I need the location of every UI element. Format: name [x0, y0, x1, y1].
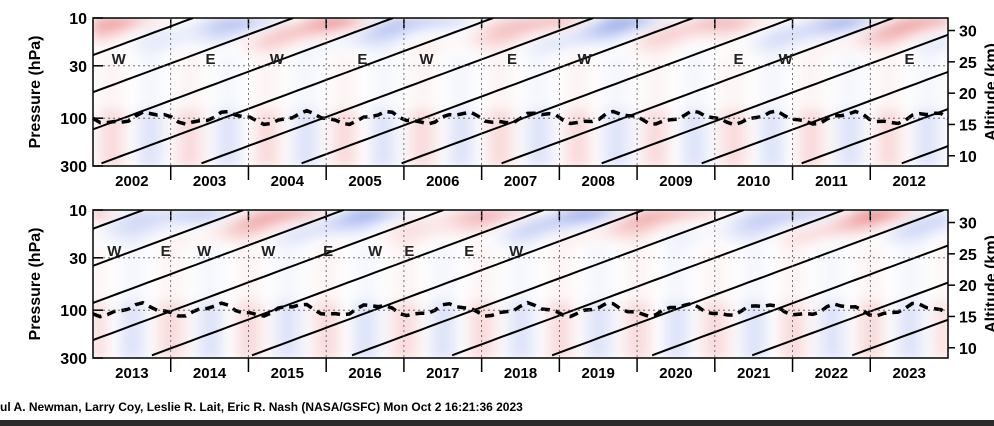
westerly-label: W [197, 243, 212, 260]
year-label: 2018 [504, 365, 537, 382]
year-label: 2003 [193, 173, 226, 190]
tropopause-line [92, 108, 949, 127]
zero-wind-contour [93, 18, 94, 20]
pressure-tick-label: 10 [69, 11, 87, 28]
zero-wind-contour [701, 70, 948, 165]
zero-wind-contour [93, 210, 444, 342]
zero-wind-contour [801, 107, 948, 165]
zero-wind-contour [501, 18, 894, 165]
westerly-label: W [419, 51, 434, 68]
altitude-tick-label: 10 [959, 341, 977, 358]
year-label: 2017 [426, 365, 459, 382]
zero-wind-contour [601, 33, 948, 165]
plot-frame [92, 209, 949, 359]
top-panel-2002-2012: 2002 2003 2004 2005 2006 2007 2008 2009 2010 2011… [27, 11, 994, 190]
anomaly-field [93, 210, 948, 358]
year-label: 2009 [659, 173, 692, 190]
pressure-axis-title: Pressure (hPa) [27, 228, 44, 341]
pressure-tick-label: 100 [60, 303, 87, 320]
year-label: 2013 [115, 365, 148, 382]
easterly-label: E [404, 243, 414, 260]
year-label: 2021 [737, 365, 770, 382]
tropopause-line [92, 300, 949, 319]
year-label: 2023 [892, 365, 925, 382]
plot-frame [92, 17, 949, 167]
year-label: 2002 [115, 173, 148, 190]
bottom-edge-bar [0, 420, 994, 426]
altitude-tick-label: 20 [959, 86, 977, 103]
year-label: 2019 [582, 365, 615, 382]
easterly-label: E [161, 243, 171, 260]
year-label: 2016 [348, 365, 381, 382]
westerly-label: W [261, 243, 276, 260]
year-label: 2006 [426, 173, 459, 190]
easterly-label: E [323, 243, 333, 260]
westerly-label: W [112, 51, 127, 68]
westerly-label: W [778, 51, 793, 68]
westerly-label: W [578, 51, 593, 68]
pressure-tick-label: 30 [69, 251, 87, 268]
year-label: 2022 [815, 365, 848, 382]
altitude-tick-label: 15 [959, 117, 977, 134]
westerly-label: W [107, 243, 122, 260]
altitude-axis-title: Altitude (km) [983, 43, 994, 141]
altitude-axis-title: Altitude (km) [983, 235, 994, 333]
zero-wind-contour [551, 210, 945, 357]
year-label: 2011 [815, 173, 848, 190]
zero-wind-contour [93, 210, 344, 304]
anomaly-field [93, 18, 948, 166]
easterly-label: E [464, 243, 474, 260]
altitude-tick-label: 30 [959, 216, 977, 233]
zero-wind-contour [751, 281, 948, 357]
zero-wind-contour [301, 18, 694, 165]
altitude-tick-label: 15 [959, 309, 977, 326]
zero-wind-contour [93, 210, 244, 267]
pressure-tick-label: 30 [69, 59, 87, 76]
year-label: 2008 [582, 173, 615, 190]
westerly-label: W [270, 51, 285, 68]
zero-wind-contour [401, 18, 794, 165]
year-label: 2005 [348, 173, 381, 190]
zero-wind-contour [93, 18, 294, 94]
altitude-tick-label: 25 [959, 55, 977, 72]
year-label: 2007 [504, 173, 537, 190]
pressure-axis-title: Pressure (hPa) [27, 36, 44, 149]
zero-wind-contour [93, 18, 394, 131]
year-label: 2015 [271, 365, 304, 382]
easterly-label: E [357, 51, 367, 68]
altitude-tick-label: 30 [959, 24, 977, 41]
zero-wind-contour [93, 18, 194, 57]
credit-text: ul A. Newman, Larry Coy, Leslie R. Lait,… [0, 400, 523, 414]
altitude-tick-label: 20 [959, 278, 977, 295]
pressure-tick-label: 300 [60, 351, 87, 368]
altitude-tick-label: 10 [959, 149, 977, 166]
westerly-label: W [509, 243, 524, 260]
zero-wind-contour [151, 210, 544, 357]
zero-wind-contour [351, 210, 745, 357]
year-label: 2020 [659, 365, 692, 382]
zero-wind-contour [851, 318, 948, 357]
zero-wind-contour [201, 18, 594, 165]
easterly-label: E [734, 51, 744, 68]
year-label: 2014 [193, 365, 227, 382]
easterly-label: E [905, 51, 915, 68]
zero-wind-contour [251, 210, 644, 357]
altitude-tick-label: 25 [959, 247, 977, 264]
year-label: 2004 [271, 173, 305, 190]
zero-wind-contour [651, 244, 948, 357]
easterly-label: E [206, 51, 216, 68]
year-label: 2010 [737, 173, 770, 190]
pressure-tick-label: 10 [69, 203, 87, 220]
pressure-tick-label: 100 [60, 111, 87, 128]
zero-wind-contour [101, 18, 494, 165]
easterly-label: E [507, 51, 517, 68]
zero-wind-contour [451, 210, 845, 357]
year-label: 2012 [892, 173, 925, 190]
bottom-panel-2013-2023: 2013 2014 2015 2016 2017 2018 2019 2020 2021 2022… [27, 203, 994, 382]
westerly-label: W [368, 243, 383, 260]
pressure-tick-label: 300 [60, 159, 87, 176]
